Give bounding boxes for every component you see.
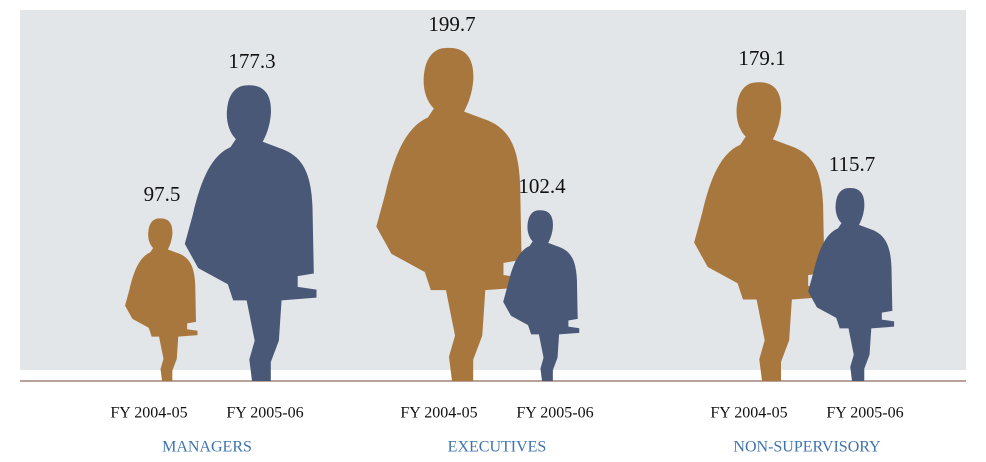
value-label: 179.1 <box>738 46 785 70</box>
value-label: 199.7 <box>428 12 475 36</box>
category-label: EXECUTIVES <box>448 439 547 456</box>
value-label: 177.3 <box>228 49 275 73</box>
value-label: 97.5 <box>144 182 181 206</box>
person-figure <box>808 188 895 381</box>
person-figure <box>503 210 580 381</box>
series-label: FY 2005-06 <box>826 405 903 422</box>
series-label: FY 2005-06 <box>516 405 593 422</box>
series-label: FY 2005-06 <box>226 405 303 422</box>
category-label: MANAGERS <box>162 439 252 456</box>
series-label: FY 2004-05 <box>710 405 787 422</box>
category-label: NON-SUPERVISORY <box>733 439 881 456</box>
person-figure <box>694 82 828 382</box>
value-label: 115.7 <box>829 152 875 176</box>
value-label: 102.4 <box>518 174 566 198</box>
series-label: FY 2004-05 <box>400 405 477 422</box>
person-figure <box>184 85 317 382</box>
person-figure <box>125 218 198 381</box>
person-figure <box>376 47 525 382</box>
series-label: FY 2004-05 <box>110 405 187 422</box>
